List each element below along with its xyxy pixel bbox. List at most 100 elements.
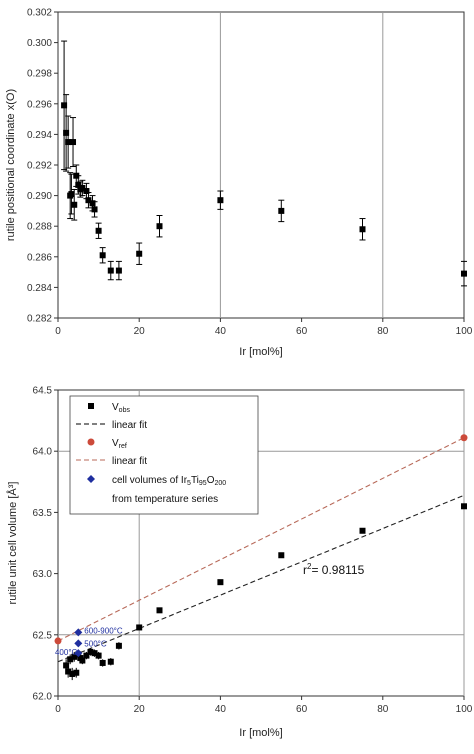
- legend-label-main: from temperature series: [112, 494, 218, 505]
- y-axis-label: rutile positional coordinate x(O): [5, 89, 17, 241]
- data-point: [70, 139, 77, 146]
- data-point-obs: [156, 607, 163, 614]
- x-tick-label: 100: [456, 326, 473, 337]
- y-tick-label: 0.302: [27, 8, 52, 19]
- legend-label-sub: 200: [214, 480, 226, 487]
- legend-label-main: V: [112, 402, 119, 413]
- y-tick-label: 0.284: [27, 283, 52, 294]
- legend-label-main: V: [112, 438, 119, 449]
- data-point-obs: [63, 662, 70, 669]
- y-tick-label: 0.292: [27, 161, 52, 172]
- legend-marker-diamond: [87, 475, 95, 483]
- data-point-obs: [91, 650, 98, 657]
- legend: Vobs linear fit Vref linear fit cell volumes…: [69, 395, 259, 515]
- data-point-obs: [278, 552, 285, 559]
- y-tick-label: 0.290: [27, 191, 52, 202]
- x-tick-label: 60: [296, 326, 308, 337]
- data-point-obs: [79, 657, 86, 664]
- legend-label: linear fit: [112, 456, 147, 467]
- legend-label-main: linear fit: [112, 456, 147, 467]
- data-point-obs: [65, 668, 72, 675]
- x-tick-label: 40: [215, 704, 227, 715]
- legend-label: Vobs: [112, 402, 130, 414]
- legend-box: [69, 395, 259, 515]
- data-point: [63, 129, 70, 136]
- y-tick-label: 0.286: [27, 252, 52, 263]
- data-point: [83, 188, 90, 195]
- legend-label-part: O: [207, 475, 215, 486]
- linear-fit-line: [57, 437, 465, 642]
- data-point-obs: [136, 624, 143, 631]
- chart-bottom-cell-volume: 0 20 40 60 80 100 62.0 62.5 63.0 63.5 64.0 64.5 600…: [6, 386, 473, 740]
- data-point-obs: [461, 503, 467, 510]
- data-point: [136, 250, 143, 257]
- linear-fit-line: [57, 494, 465, 663]
- data-point: [68, 191, 75, 198]
- y-tick-label: 0.282: [27, 314, 52, 325]
- chart-top-positional-coordinate: 0 20 40 60 80 100 0.282 0.284 0.286 0.288 0.290 0.2…: [5, 8, 473, 359]
- y-tick-label: 0.296: [27, 99, 52, 110]
- y-tick-label: 0.298: [27, 69, 52, 80]
- data-point: [65, 139, 72, 146]
- legend-label-sub: 5: [187, 480, 191, 487]
- y-tick-label: 62.0: [33, 692, 53, 703]
- data-point: [85, 197, 92, 204]
- data-point: [61, 102, 68, 109]
- x-tick-label: 100: [456, 704, 473, 715]
- legend-marker-square: [88, 403, 94, 409]
- legend-label: linear fit: [112, 420, 147, 431]
- temperature-label: 500°C: [84, 639, 107, 648]
- legend-label: Vref: [112, 438, 127, 450]
- y-tick-label: 64.0: [33, 447, 53, 458]
- x-tick-label: 60: [296, 704, 308, 715]
- data-point: [107, 267, 114, 274]
- x-tick-label: 0: [55, 704, 61, 715]
- data-point: [79, 184, 86, 191]
- data-point-temperature: [74, 628, 83, 637]
- data-point-obs: [87, 648, 94, 655]
- r-squared-exp: 2: [307, 562, 312, 571]
- x-tick-label: 80: [377, 704, 389, 715]
- legend-label-sub: obs: [119, 407, 131, 414]
- data-point-obs: [217, 579, 224, 586]
- legend-marker-circle: [87, 438, 95, 446]
- y-tick-label: 63.0: [33, 569, 53, 580]
- data-point-obs: [99, 659, 106, 666]
- legend-label: from temperature series: [112, 494, 218, 505]
- data-point-obs: [115, 642, 122, 649]
- legend-label: cell volumes of Ir5Ti95O200: [112, 475, 226, 487]
- data-point-temperature: [74, 649, 83, 658]
- temperature-label: 400°C: [55, 648, 78, 657]
- data-point: [461, 270, 467, 277]
- legend-label-sub: ref: [119, 443, 127, 450]
- data-point: [91, 206, 98, 213]
- data-point-obs: [359, 527, 366, 534]
- y-axis-label: rutile unit cell volume [Å³]: [6, 482, 19, 605]
- data-point-obs: [67, 656, 74, 663]
- data-point-obs: [71, 653, 78, 660]
- data-point: [89, 200, 96, 207]
- data-point: [115, 267, 122, 274]
- y-tick-label: 63.5: [33, 508, 53, 519]
- data-point: [71, 201, 78, 208]
- x-axis-label: Ir [mol%]: [239, 727, 282, 739]
- x-axis-label: Ir [mol%]: [239, 346, 282, 358]
- y-tick-label: 0.300: [27, 38, 52, 49]
- y-tick-label: 0.294: [27, 130, 52, 141]
- y-tick-label: 64.5: [33, 386, 53, 397]
- temperature-label: 600-900°C: [84, 626, 123, 635]
- x-tick-label: 0: [55, 326, 61, 337]
- legend-label-part: Ti: [191, 475, 199, 486]
- x-tick-label: 40: [215, 326, 227, 337]
- y-tick-label: 0.288: [27, 222, 52, 233]
- r-squared-r: r: [303, 563, 307, 577]
- data-point: [99, 252, 106, 259]
- data-point-obs: [73, 669, 80, 676]
- data-point-obs: [83, 652, 90, 659]
- data-point: [95, 227, 102, 234]
- data-point-obs: [69, 670, 76, 677]
- x-tick-label: 80: [377, 326, 389, 337]
- x-tick-label: 20: [134, 704, 146, 715]
- y-tick-label: 62.5: [33, 630, 53, 641]
- data-point-ref: [54, 637, 62, 645]
